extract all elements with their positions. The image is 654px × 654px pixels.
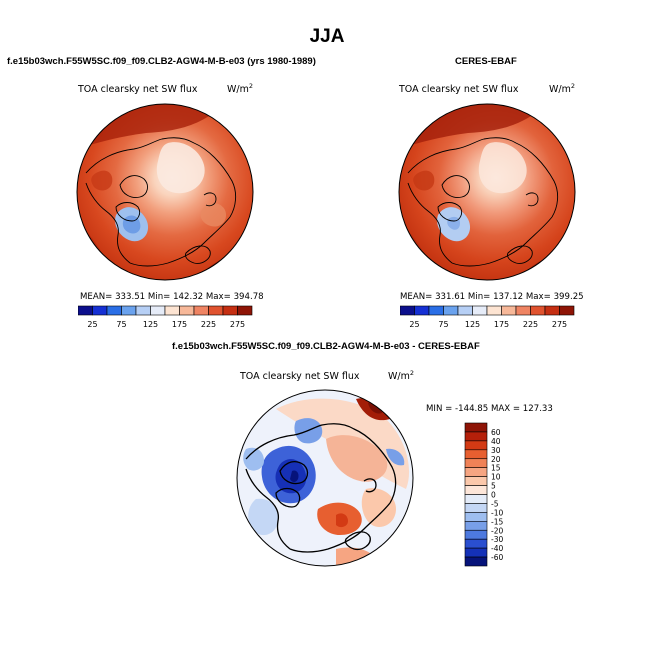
colorbar-tick-label: 40 (491, 437, 501, 446)
colorbar-box (78, 305, 93, 316)
panel-1-units: W/m2 (227, 82, 253, 96)
colorbar-box (135, 305, 151, 316)
colorbar-tick-label: -60 (491, 553, 503, 562)
panel-2-units: W/m2 (549, 82, 575, 96)
panel-3-polar-map (236, 389, 414, 567)
colorbar-box (486, 305, 502, 316)
colorbar-box (515, 305, 531, 316)
colorbar-box (414, 305, 430, 316)
colorbar-tick-label: 225 (523, 320, 538, 329)
colorbar-tick-label: 10 (491, 473, 501, 482)
colorbar-box (193, 305, 209, 316)
colorbar-box (464, 422, 488, 433)
colorbar-tick-label: 275 (552, 320, 567, 329)
panel-3-coastlines (245, 423, 397, 553)
colorbar-box (464, 449, 488, 460)
colorbar-box (464, 494, 488, 504)
colorbar-box (106, 305, 122, 316)
colorbar-box (164, 305, 180, 316)
colorbar-box (464, 458, 488, 468)
colorbar-tick-label: 30 (491, 446, 501, 455)
panel-1-stats: MEAN= 333.51 Min= 142.32 Max= 394.78 (80, 292, 264, 302)
colorbar-box (501, 305, 517, 316)
panel-2-colorbar: 2575125175225275325375 (400, 305, 575, 329)
colorbar-box (400, 305, 415, 316)
colorbar-tick-label: -40 (491, 544, 503, 553)
colorbar-box (464, 556, 488, 567)
colorbar-tick-label: 275 (230, 320, 245, 329)
colorbar-tick-label: -5 (491, 499, 499, 508)
colorbar-tick-label: 0 (491, 491, 496, 500)
colorbar-box (544, 305, 560, 316)
colorbar-box (464, 476, 488, 486)
panel-2-polar-map (398, 103, 576, 281)
panel-1-map-border (76, 103, 254, 281)
colorbar-tick-label: -10 (491, 508, 503, 517)
colorbar-tick-label: -15 (491, 517, 503, 526)
colorbar-box (208, 305, 224, 316)
colorbar-tick-label: 75 (438, 320, 448, 329)
colorbar-tick-label: -30 (491, 535, 503, 544)
panel-2-coastlines (407, 137, 559, 267)
colorbar-box (443, 305, 459, 316)
colorbar-box (464, 521, 488, 531)
panel-3-variable-label: TOA clearsky net SW flux (240, 371, 360, 382)
colorbar-box (464, 512, 488, 522)
colorbar-box (464, 538, 488, 549)
colorbar-tick-label: 25 (87, 320, 97, 329)
colorbar-box (222, 305, 238, 316)
colorbar-tick-label: 20 (491, 455, 501, 464)
colorbar-box (464, 547, 488, 558)
colorbar-box (464, 440, 488, 451)
colorbar-box (237, 305, 253, 316)
colorbar-tick-label: 225 (201, 320, 216, 329)
colorbar-box (179, 305, 195, 316)
colorbar-box (464, 431, 488, 442)
colorbar-tick-label: 125 (143, 320, 158, 329)
panel-2-variable-label: TOA clearsky net SW flux (399, 84, 519, 95)
colorbar-tick-label: 125 (465, 320, 480, 329)
panel-3-units: W/m2 (388, 369, 414, 383)
colorbar-box (464, 503, 488, 513)
colorbar-tick-label: 5 (491, 482, 496, 491)
colorbar-box (457, 305, 473, 316)
panel-1-coastlines (85, 137, 237, 267)
colorbar-tick-label: 175 (494, 320, 509, 329)
colorbar-box (464, 467, 488, 477)
colorbar-tick-label: -20 (491, 526, 503, 535)
panel-1-colorbar: 2575125175225275325375 (78, 305, 253, 329)
colorbar-box (428, 305, 444, 316)
panel-1-variable-label: TOA clearsky net SW flux (78, 84, 198, 95)
colorbar-box (150, 305, 166, 316)
panel-3-map-border (236, 389, 414, 567)
colorbar-tick-label: 175 (172, 320, 187, 329)
colorbar-tick-label: 75 (116, 320, 126, 329)
colorbar-box (559, 305, 575, 316)
colorbar-tick-label: 25 (409, 320, 419, 329)
panel-2-map-border (398, 103, 576, 281)
colorbar-box (121, 305, 137, 316)
colorbar-tick-label: 60 (491, 428, 501, 437)
colorbar-box (530, 305, 546, 316)
panel-1-polar-map (76, 103, 254, 281)
panel-3-stats: MIN = -144.85 MAX = 127.33 (426, 404, 553, 414)
colorbar-box (472, 305, 488, 316)
colorbar-box (464, 529, 488, 540)
panel-1-title: f.e15b03wch.F55W5SC.f09_f09.CLB2-AGW4-M-… (7, 56, 316, 67)
figure-title: JJA (309, 26, 345, 47)
colorbar-tick-label: 15 (491, 464, 501, 473)
panel-2-title: CERES-EBAF (455, 56, 517, 67)
colorbar-box (92, 305, 108, 316)
panel-3-title: f.e15b03wch.F55W5SC.f09_f09.CLB2-AGW4-M-… (172, 341, 480, 352)
colorbar-box (464, 485, 488, 495)
panel-2-stats: MEAN= 331.61 Min= 137.12 Max= 399.25 (400, 292, 584, 302)
